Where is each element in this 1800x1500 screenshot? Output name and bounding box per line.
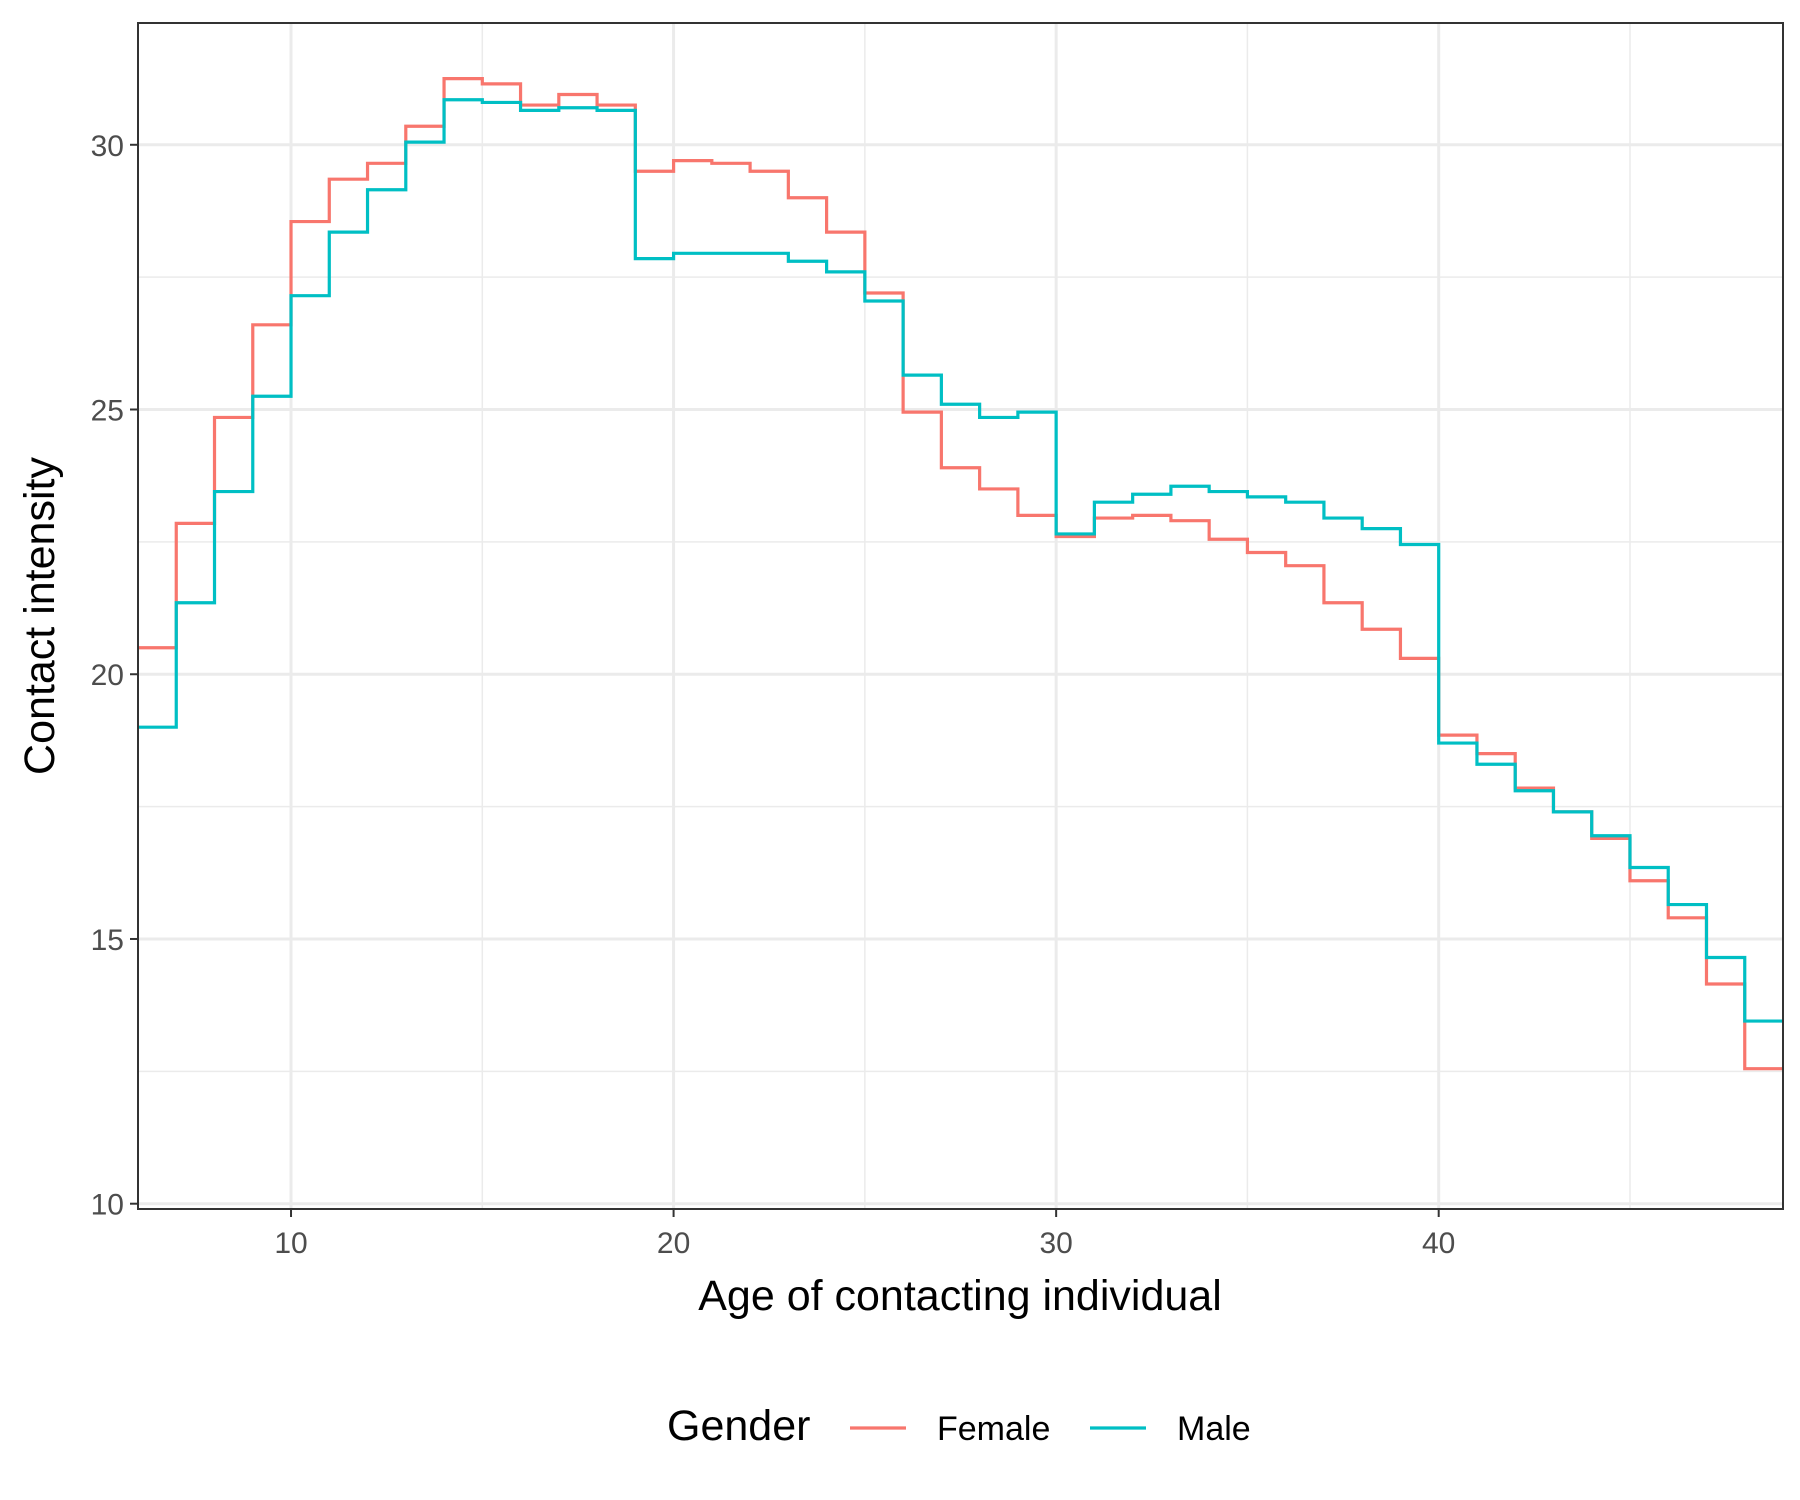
legend-item-male: Male [1090, 1410, 1251, 1448]
major-gridlines [138, 23, 1783, 1209]
legend-items: Female Male [850, 1410, 1251, 1448]
x-tick-label: 10 [274, 1227, 307, 1260]
legend: Gender Female Male [667, 1402, 1251, 1450]
x-tick-label: 20 [657, 1227, 690, 1260]
legend-title: Gender [667, 1402, 810, 1450]
series-line-female [138, 76, 1783, 1071]
legend-item-female: Female [850, 1410, 1050, 1448]
y-tick-label: 20 [91, 659, 124, 692]
x-axis-title: Age of contacting individual [698, 1272, 1222, 1320]
y-tick-label: 10 [91, 1189, 124, 1222]
series-layer [138, 76, 1783, 1071]
plot-border [137, 22, 1784, 1210]
plot-background [138, 23, 1783, 1209]
y-tick-label: 30 [91, 130, 124, 163]
legend-label-female: Female [937, 1410, 1050, 1448]
y-axis-ticks: 10 15 20 25 30 [91, 130, 138, 1222]
x-tick-label: 30 [1039, 1227, 1072, 1260]
y-tick-label: 15 [91, 924, 124, 957]
x-tick-label: 40 [1422, 1227, 1455, 1260]
y-axis-title: Contact intensity [16, 457, 64, 775]
x-axis-ticks: 10 20 30 40 [274, 1209, 1455, 1260]
series-line-male [138, 98, 1783, 1023]
minor-gridlines [138, 23, 1783, 1209]
legend-label-male: Male [1177, 1410, 1251, 1448]
y-tick-label: 25 [91, 395, 124, 428]
